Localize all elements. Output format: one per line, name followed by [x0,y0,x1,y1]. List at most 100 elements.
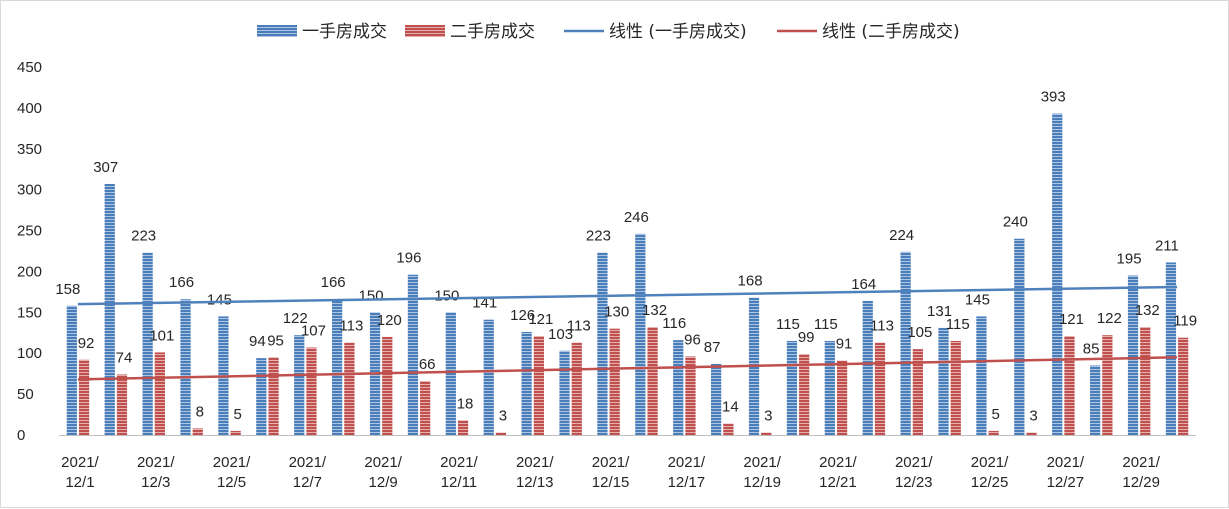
bar [1127,275,1139,435]
bar [786,340,798,435]
data-label: 3 [499,408,507,425]
legend-swatch [257,25,297,37]
bar [559,350,570,435]
data-label: 94 [249,333,266,350]
data-label: 113 [870,318,894,335]
bar [78,359,90,435]
bar [142,252,153,435]
bar [900,251,911,435]
data-label: 18 [457,395,474,412]
x-tick-label: 2021/ [516,454,554,471]
x-tick-label: 12/13 [516,474,554,491]
data-label: 393 [1041,89,1066,106]
data-label: 85 [1083,340,1100,357]
x-tick-label: 2021/ [668,454,706,471]
data-label: 5 [991,406,999,423]
bar [1014,238,1025,435]
x-tick-label: 12/7 [293,474,322,491]
bar [457,420,469,435]
bar [1165,262,1177,435]
bar [533,336,544,435]
bar [180,299,191,435]
data-label: 150 [434,287,459,304]
bar [723,423,734,435]
data-label: 195 [1117,251,1142,268]
legend-label: 线性 (二手房成交) [822,22,960,42]
y-tick-label: 350 [17,141,42,158]
bar [597,252,608,435]
bar [483,319,494,435]
data-label: 91 [836,336,853,353]
data-label: 115 [776,316,800,333]
bar [344,342,355,435]
data-label: 240 [1003,214,1028,231]
bar [306,347,317,435]
bar [521,331,532,435]
x-tick-label: 12/1 [65,474,94,491]
data-label: 166 [169,274,194,291]
bar [230,430,241,435]
x-tick-label: 12/29 [1122,474,1160,491]
bar [1090,365,1101,435]
x-tick-label: 12/25 [971,474,1009,491]
data-label: 223 [131,228,156,245]
data-label: 87 [704,339,721,356]
bar [711,363,722,435]
data-label: 66 [419,356,436,373]
x-tick-label: 2021/ [1122,454,1160,471]
bar [495,432,507,435]
data-label: 145 [207,291,232,308]
bar [609,328,620,435]
data-label: 131 [927,303,952,320]
x-tick-label: 2021/ [364,454,402,471]
x-tick-label: 12/23 [895,474,933,491]
data-label: 211 [1155,237,1179,254]
trendline [77,285,1178,306]
bar [256,358,267,435]
bar [1140,327,1151,435]
y-tick-label: 450 [17,59,42,76]
bar [938,327,949,435]
y-tick-label: 250 [17,223,42,240]
bar [104,183,115,435]
data-label: 145 [965,291,990,308]
bar [420,381,431,435]
x-tick-label: 12/3 [141,474,170,491]
data-label: 74 [116,349,133,366]
y-tick-label: 0 [17,427,25,444]
x-tick-label: 2021/ [592,454,630,471]
x-tick-label: 12/27 [1047,474,1085,491]
bar [1064,336,1075,435]
data-label: 14 [722,399,739,416]
trendline [77,356,1178,381]
bar [836,360,848,435]
legend-label: 线性 (一手房成交) [609,22,747,42]
bar [445,312,456,435]
data-label: 166 [321,274,346,291]
data-label: 132 [642,302,667,319]
x-tick-label: 2021/ [819,454,857,471]
bar [685,356,696,435]
bar [332,299,343,435]
data-label: 95 [267,332,284,349]
bar [635,233,646,435]
data-label: 121 [1059,311,1084,328]
y-tick-label: 50 [17,386,34,403]
x-tick-label: 12/9 [369,474,398,491]
bar [950,340,961,435]
bar [382,336,393,435]
bar [976,316,987,435]
x-tick-label: 2021/ [137,454,175,471]
y-tick-label: 400 [17,100,42,117]
data-label: 115 [946,316,970,333]
bar [268,357,279,435]
data-label: 246 [624,209,649,226]
data-label: 132 [1135,302,1160,319]
data-label: 121 [528,311,553,328]
data-label: 92 [78,335,95,352]
data-label: 119 [1173,313,1197,330]
data-label: 122 [283,310,308,327]
x-tick-label: 12/17 [668,474,706,491]
data-label: 120 [377,312,402,329]
